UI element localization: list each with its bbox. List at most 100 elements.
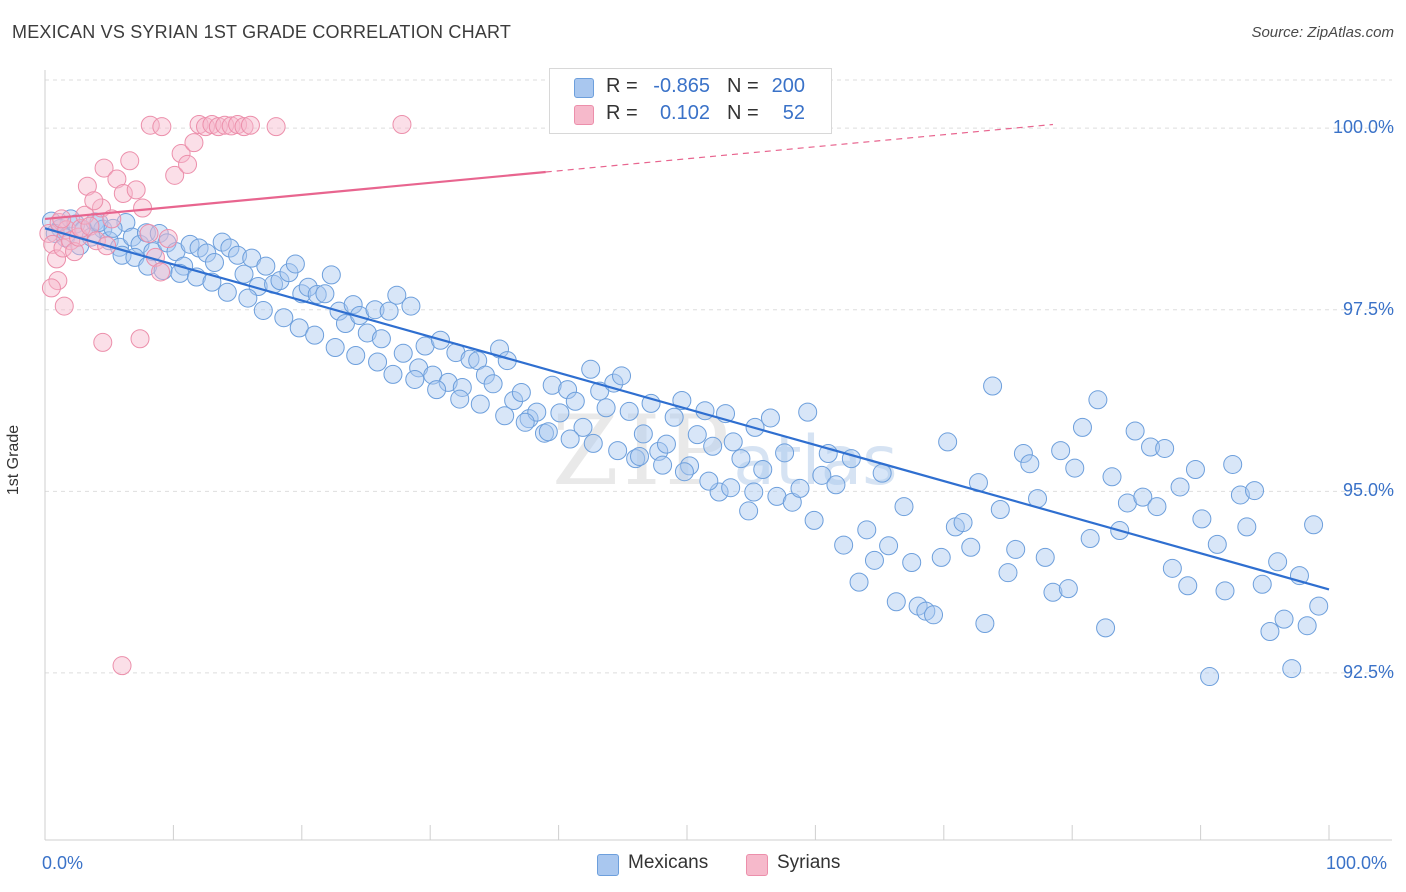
- mexican-point: [653, 455, 673, 475]
- syrians-trend-line-extension: [545, 123, 1053, 173]
- mexican-point: [983, 376, 1003, 396]
- mexican-point: [365, 300, 385, 320]
- mexican-point: [149, 223, 169, 243]
- syrian-point: [158, 229, 178, 249]
- mexican-point: [1155, 438, 1175, 458]
- mexican-point: [674, 462, 694, 482]
- syrian-point: [84, 191, 104, 211]
- legend-n-label: N =: [727, 102, 759, 124]
- mexican-point: [423, 365, 443, 385]
- mexican-point: [1133, 487, 1153, 507]
- legend-r-value: 0.102: [659, 102, 710, 124]
- syrian-point: [65, 242, 85, 262]
- syrian-point: [139, 223, 159, 243]
- mexican-point: [1215, 581, 1235, 601]
- mexican-point: [990, 499, 1010, 519]
- mexican-point: [393, 343, 413, 363]
- mexican-point: [753, 460, 773, 480]
- mexican-point: [790, 478, 810, 498]
- mexican-point: [857, 520, 877, 540]
- mexican-point: [558, 380, 578, 400]
- syrian-point: [80, 216, 100, 236]
- syrian-point: [266, 117, 286, 137]
- syrian-point: [54, 296, 74, 316]
- mexican-point: [1096, 618, 1116, 638]
- mexican-point: [470, 394, 490, 414]
- mexican-point: [204, 253, 224, 272]
- syrian-point: [165, 165, 185, 185]
- mexican-point: [834, 535, 854, 555]
- mexican-point: [699, 471, 719, 491]
- mexican-point: [583, 433, 603, 453]
- mexican-point: [438, 372, 458, 392]
- syrian-point: [130, 329, 150, 349]
- mexican-point: [760, 408, 780, 428]
- syrians-trend-line: [44, 170, 546, 221]
- legend-r-value: -0.865: [653, 75, 710, 97]
- syrian-point: [113, 183, 133, 203]
- mexican-point: [633, 424, 653, 444]
- mexican-point: [315, 284, 335, 304]
- mexican-point: [307, 284, 327, 304]
- mexican-point: [197, 243, 217, 263]
- mexican-point: [346, 345, 366, 365]
- axes: [44, 70, 1392, 841]
- mexican-point: [931, 547, 951, 567]
- mexican-point: [680, 456, 700, 476]
- mexican-point: [220, 238, 240, 258]
- chart-title: MEXICAN VS SYRIAN 1ST GRADE CORRELATION …: [12, 22, 512, 42]
- mexican-point: [1043, 582, 1063, 602]
- syrian-point: [234, 117, 254, 137]
- mexican-point: [1252, 574, 1272, 594]
- mexican-point: [511, 383, 531, 403]
- mexican-point: [452, 377, 472, 397]
- mexican-point: [1200, 667, 1220, 687]
- mexican-point: [1058, 579, 1078, 599]
- mexican-point: [383, 364, 403, 384]
- mexican-point: [998, 563, 1018, 583]
- mexican-point: [879, 536, 899, 556]
- mexican-point: [739, 501, 759, 521]
- mexican-point: [1102, 467, 1122, 487]
- mexican-point: [744, 482, 764, 502]
- mexican-point: [629, 446, 649, 466]
- mexican-point: [565, 391, 585, 411]
- mexican-point: [1268, 552, 1288, 572]
- mexican-point: [238, 288, 258, 308]
- mexican-point: [1245, 481, 1265, 501]
- mexican-point: [1125, 421, 1145, 441]
- mexican-point: [596, 398, 616, 418]
- y-axis-label-wrap: 1st Grade: [5, 425, 44, 495]
- mexican-point: [1065, 458, 1085, 478]
- mexican-point: [1051, 441, 1071, 461]
- syrians-points: [39, 114, 412, 676]
- syrian-point: [184, 133, 204, 153]
- source-credit: Source: ZipAtlas.com: [1251, 24, 1394, 41]
- mexican-point: [1147, 497, 1167, 517]
- mexican-point: [550, 403, 570, 423]
- mexican-point: [961, 537, 981, 557]
- mexicans-points: [41, 209, 1329, 687]
- mexican-point: [560, 429, 580, 449]
- mexican-point: [1162, 558, 1182, 578]
- legend-row-mexicans: R = -0.865 N = 200: [550, 74, 831, 100]
- mexican-point: [401, 296, 421, 316]
- mexican-point: [542, 375, 562, 395]
- mexican-point: [253, 300, 273, 320]
- mexican-point: [1282, 659, 1302, 679]
- y-tick-label: 100.0%: [1332, 117, 1394, 138]
- mexican-point: [371, 329, 391, 349]
- legend-n-value: 200: [771, 75, 805, 97]
- y-axis-label: 1st Grade: [5, 424, 22, 496]
- mexican-point: [1141, 437, 1161, 457]
- mexican-point: [924, 605, 944, 625]
- mexican-point: [864, 550, 884, 570]
- syrian-point: [53, 238, 73, 258]
- legend-n-label: N =: [727, 75, 759, 97]
- mexican-point: [1013, 444, 1033, 464]
- syrians-legend-label: Syrians: [777, 852, 841, 873]
- mexican-point: [1223, 454, 1243, 474]
- syrian-point: [240, 115, 260, 135]
- syrians-swatch: [574, 105, 594, 125]
- legend-row-syrians: R = 0.102 N = 52: [550, 101, 831, 127]
